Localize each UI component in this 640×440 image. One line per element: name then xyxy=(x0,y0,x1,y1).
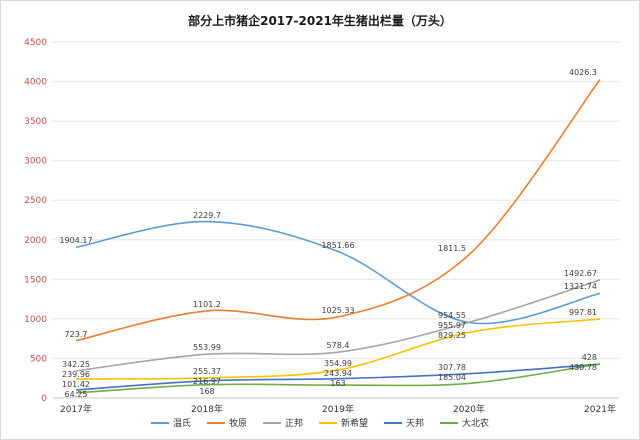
data-label: 216.97 xyxy=(193,377,221,386)
data-label: 354.99 xyxy=(324,359,352,368)
data-label: 428 xyxy=(582,353,597,362)
series-line-1 xyxy=(75,79,601,342)
legend-swatch xyxy=(319,421,337,424)
series-line-0 xyxy=(75,220,601,325)
y-axis-tick-label: 3500 xyxy=(24,117,47,127)
legend-item-0: 温氏 xyxy=(150,416,191,429)
data-label: 64.25 xyxy=(65,390,88,399)
x-axis-tick-label: 2017年 xyxy=(60,403,92,415)
series-line-2 xyxy=(75,279,601,372)
data-label: 1904.17 xyxy=(59,236,92,245)
data-label: 4026.3 xyxy=(569,68,597,77)
legend-swatch xyxy=(150,421,169,424)
data-label: 342.25 xyxy=(62,360,90,369)
legend-swatch xyxy=(440,421,459,424)
data-label: 1811.5 xyxy=(438,244,466,253)
y-axis-tick-label: 500 xyxy=(30,354,47,364)
data-label: 168 xyxy=(199,387,214,396)
y-axis-tick-label: 2000 xyxy=(24,236,47,246)
data-label: 255.37 xyxy=(193,367,221,376)
data-label: 307.78 xyxy=(438,363,466,372)
y-axis-tick-label: 4500 xyxy=(24,38,47,48)
legend-label: 新希望 xyxy=(341,419,369,429)
legend-swatch xyxy=(384,421,403,424)
data-label: 239.96 xyxy=(62,370,90,379)
data-label: 723.7 xyxy=(65,330,88,339)
x-axis-tick-label: 2021年 xyxy=(584,403,616,415)
y-axis-tick-label: 0 xyxy=(41,394,47,404)
data-label: 243.94 xyxy=(324,369,352,378)
data-label: 163 xyxy=(330,379,345,388)
x-axis-tick-label: 2018年 xyxy=(191,403,223,415)
legend-item-2: 正邦 xyxy=(262,416,303,429)
y-axis-tick-label: 2500 xyxy=(24,196,47,206)
data-label: 1025.33 xyxy=(321,306,354,315)
y-axis-tick-label: 1000 xyxy=(24,315,47,325)
data-label: 954.55 xyxy=(438,311,466,320)
data-label: 1321.74 xyxy=(564,282,597,291)
data-label: 101.42 xyxy=(62,380,90,389)
legend-label: 天邦 xyxy=(406,419,425,429)
data-label: 829.25 xyxy=(438,331,466,340)
series-line-4 xyxy=(75,363,601,391)
legend-label: 温氏 xyxy=(172,419,191,429)
legend-label: 牧原 xyxy=(228,419,247,429)
chart-legend: 温氏 牧原 正邦 新希望 天邦 大北农 xyxy=(1,416,639,429)
data-label: 1101.2 xyxy=(193,300,221,309)
data-label: 553.99 xyxy=(193,343,221,352)
chart-title: 部分上市猪企2017-2021年生猪出栏量（万头） xyxy=(188,14,452,28)
legend-swatch xyxy=(262,421,281,424)
legend-item-3: 新希望 xyxy=(319,416,368,429)
data-label: 2229.7 xyxy=(193,211,221,220)
data-label: 997.81 xyxy=(569,308,597,317)
y-axis-tick-label: 1500 xyxy=(24,275,47,285)
x-axis-tick-label: 2019年 xyxy=(322,403,354,415)
data-label: 578.4 xyxy=(327,341,350,350)
data-label: 955.97 xyxy=(438,321,466,330)
data-label: 1492.67 xyxy=(564,269,597,278)
x-axis-tick-label: 2020年 xyxy=(453,403,485,415)
legend-swatch xyxy=(206,421,225,424)
series-line-5 xyxy=(75,363,601,394)
legend-item-4: 天邦 xyxy=(384,416,424,429)
data-label: 430.78 xyxy=(569,363,597,372)
legend-item-5: 大北农 xyxy=(440,416,489,429)
y-axis-tick-label: 4000 xyxy=(24,78,47,88)
data-label: 1851.66 xyxy=(321,241,354,250)
data-label: 185.04 xyxy=(438,373,466,382)
y-axis-tick-label: 3000 xyxy=(24,157,47,167)
legend-label: 大北农 xyxy=(462,419,490,429)
series-line-3 xyxy=(75,318,601,380)
legend-label: 正邦 xyxy=(284,419,303,429)
line-chart-canvas: 0 500 1000 1500 2000 2500 3000 3500 4000 4500 2017… xyxy=(24,38,619,415)
legend-item-1: 牧原 xyxy=(206,416,247,429)
